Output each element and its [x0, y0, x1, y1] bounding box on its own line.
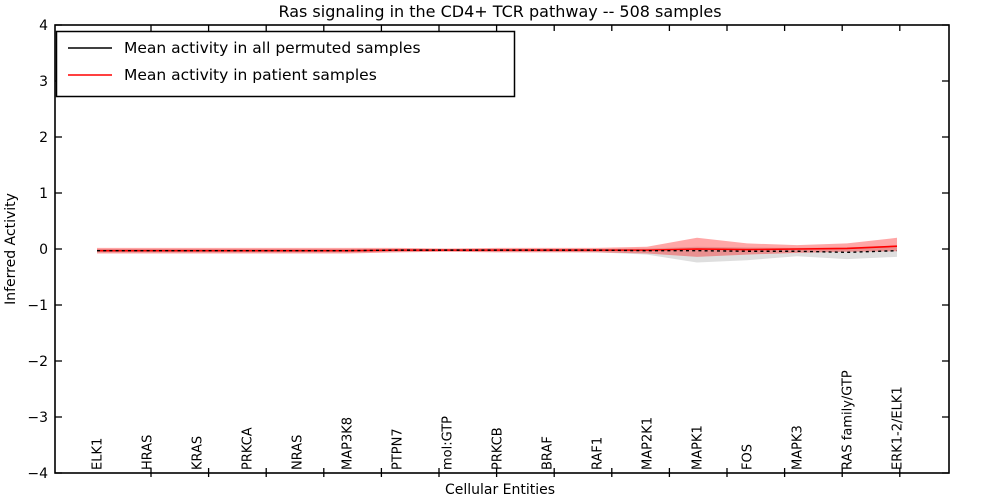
x-tick-label: PRKCA: [241, 427, 256, 470]
y-tick-label: 4: [39, 18, 48, 34]
y-tick-label: −1: [27, 298, 48, 314]
x-tick-label: PTPN7: [391, 428, 406, 470]
y-tick-label: −2: [27, 354, 48, 370]
x-tick-label: RAF1: [591, 437, 606, 470]
x-tick-label: MAP2K1: [641, 417, 656, 470]
x-tick-label: MAPK1: [691, 425, 706, 470]
line-layer: [97, 245, 898, 254]
y-tick-label: 3: [39, 74, 48, 90]
legend-label-permuted: Mean activity in all permuted samples: [124, 39, 421, 57]
x-tick-label: mol:GTP: [441, 416, 456, 470]
x-tick-label: ELK1: [91, 438, 106, 470]
x-tick-label: MAP3K8: [341, 417, 356, 470]
y-tick-label: 0: [39, 242, 48, 258]
x-tick-label: FOS: [741, 444, 756, 470]
x-tick-label: BRAF: [541, 436, 556, 470]
legend: Mean activity in all permuted samples Me…: [55, 30, 516, 98]
x-tick-label: PRKCB: [491, 427, 506, 470]
x-axis-label: Cellular Entities: [445, 482, 555, 498]
x-tick-label: RAS family/GTP: [841, 370, 856, 470]
patient-mean-line: [97, 245, 898, 252]
band-layer: [97, 237, 897, 263]
y-axis-label: Inferred Activity: [3, 193, 19, 305]
tick-layer: [55, 24, 949, 477]
x-tick-label: HRAS: [141, 435, 156, 470]
y-tick-labels: 4 3 2 1 0 −1 −2 −3 −4: [27, 18, 48, 482]
patient-samples-spread-band: [97, 237, 897, 257]
x-tick-label: ERK1-2/ELK1: [891, 386, 906, 470]
x-tick-label: NRAS: [291, 435, 306, 470]
legend-label-patient: Mean activity in patient samples: [124, 66, 377, 84]
x-tick-label: KRAS: [191, 436, 206, 470]
permuted-samples-spread-band: [97, 245, 897, 263]
chart-title: Ras signaling in the CD4+ TCR pathway --…: [278, 2, 721, 21]
y-tick-label: −4: [27, 466, 48, 482]
y-tick-label: 2: [39, 130, 48, 146]
x-tick-label: MAPK3: [791, 425, 806, 470]
y-tick-label: 1: [39, 186, 48, 202]
y-tick-label: −3: [27, 410, 48, 426]
x-tick-labels: ELK1 HRAS KRAS PRKCA NRAS MAP3K8 PTPN7 mol:GTP P…: [91, 370, 906, 470]
legend-box: [55, 30, 516, 98]
